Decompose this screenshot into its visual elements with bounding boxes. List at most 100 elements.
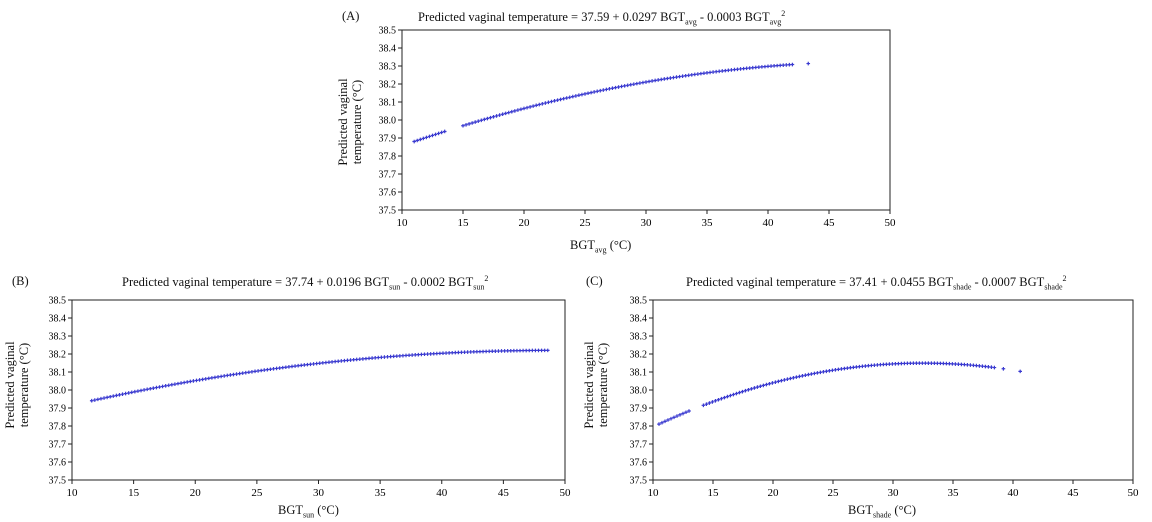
data-point [775, 63, 779, 68]
data-point [447, 351, 451, 355]
data-point [513, 109, 517, 113]
data-point [179, 381, 183, 385]
data-point [515, 348, 519, 353]
data-point [929, 361, 934, 365]
data-point [284, 365, 288, 370]
data-point [905, 361, 910, 366]
data-point [416, 352, 421, 357]
chart-title: Predicted vaginal temperature = 37.59 + … [418, 9, 786, 27]
data-point [764, 382, 769, 387]
data-point [962, 362, 967, 367]
data-point [287, 365, 291, 369]
data-point [345, 358, 350, 363]
chart-panel-b: (B) Predicted vaginal temperature = 37.7… [0, 265, 580, 522]
data-point [625, 83, 630, 88]
data-point [638, 81, 642, 85]
x-tick-label: 50 [885, 217, 897, 229]
data-point [953, 362, 958, 366]
data-point [450, 350, 455, 355]
data-point [327, 360, 331, 365]
data-point [148, 386, 153, 391]
data-point [231, 372, 236, 377]
data-point [650, 79, 654, 83]
data-point [271, 367, 276, 371]
data-point [439, 130, 444, 135]
data-point [773, 380, 778, 384]
data-point [96, 397, 100, 402]
data-point [117, 393, 122, 397]
data-point [407, 353, 411, 358]
data-point [424, 135, 429, 140]
data-point [191, 379, 196, 383]
chart-panel-a: (A) Predicted vaginal temperature = 37.5… [330, 0, 900, 262]
y-tick-label: 37.6 [630, 458, 648, 469]
data-point [784, 63, 789, 67]
data-point [468, 350, 473, 354]
y-tick-label: 38.0 [49, 386, 67, 397]
data-point [778, 63, 782, 68]
data-point [253, 369, 257, 374]
data-point [866, 363, 871, 368]
data-point [419, 352, 424, 357]
data-point [989, 365, 994, 370]
data-point [404, 353, 408, 358]
data-point [720, 69, 725, 73]
y-tick-label: 37.5 [630, 476, 648, 487]
data-point [567, 95, 572, 100]
data-point [787, 62, 792, 67]
data-point [139, 388, 143, 393]
data-point [734, 391, 739, 396]
data-point [767, 381, 772, 386]
data-point [755, 385, 760, 389]
x-tick-label: 50 [560, 487, 572, 499]
data-point [240, 371, 245, 375]
data-point [354, 357, 359, 362]
y-tick-label: 37.6 [49, 458, 67, 469]
data-point [740, 389, 745, 394]
data-point [388, 354, 393, 359]
data-point [683, 73, 688, 78]
data-point [604, 87, 609, 92]
data-point [558, 97, 563, 102]
data-point [610, 86, 615, 91]
data-point [747, 66, 752, 70]
data-point [746, 387, 751, 392]
data-point [488, 115, 493, 120]
data-point [678, 412, 682, 417]
data-point [499, 349, 504, 353]
data-point [896, 361, 901, 366]
y-tick-label: 38.0 [630, 386, 648, 397]
data-point [818, 370, 823, 375]
data-point [505, 349, 510, 353]
data-point [713, 399, 718, 403]
data-point [280, 365, 285, 370]
data-point [427, 134, 432, 139]
data-point [723, 68, 728, 73]
x-axis-label: BGTavg (°C) [570, 238, 632, 255]
data-point [99, 396, 103, 401]
data-point [382, 355, 387, 359]
data-point [839, 367, 844, 371]
data-point [772, 64, 776, 68]
series-points [657, 361, 1022, 426]
data-point [163, 384, 168, 388]
y-tick-label: 38.2 [630, 350, 648, 361]
data-point [644, 80, 648, 84]
data-point [763, 64, 767, 69]
data-point [899, 361, 904, 366]
data-point [145, 387, 149, 392]
y-tick-label: 37.9 [630, 404, 648, 415]
y-tick-label: 37.8 [379, 152, 397, 163]
data-point [479, 118, 484, 123]
data-point [761, 383, 766, 388]
x-tick-label: 30 [641, 217, 653, 229]
x-tick-label: 15 [458, 217, 470, 229]
data-point [494, 114, 499, 118]
data-point [473, 120, 477, 124]
data-point [431, 351, 436, 356]
data-point [735, 67, 740, 72]
data-point [207, 376, 211, 381]
data-point [497, 113, 502, 117]
y-tick-label: 38.1 [379, 98, 397, 109]
data-point [545, 348, 550, 353]
